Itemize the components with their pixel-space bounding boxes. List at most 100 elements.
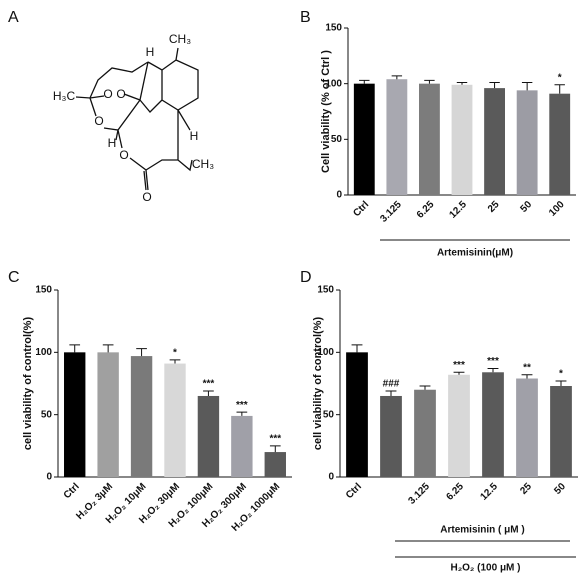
y-axis-label: Cell viability (% of Ctrl ) bbox=[320, 50, 332, 173]
y-tick-label: 50 bbox=[41, 409, 53, 420]
bar bbox=[130, 356, 153, 477]
error-bar bbox=[456, 82, 468, 85]
bar bbox=[448, 374, 470, 477]
atom: H bbox=[190, 129, 199, 143]
x-tick-label: 3.125 bbox=[407, 481, 433, 507]
significance: *** bbox=[453, 360, 465, 371]
x-tick-label: 50 bbox=[518, 199, 534, 215]
bar bbox=[64, 352, 86, 477]
bar bbox=[549, 93, 571, 195]
y-tick-label: 0 bbox=[328, 472, 334, 483]
error-bar bbox=[351, 344, 363, 353]
error-bar bbox=[203, 390, 214, 396]
panel-label: D bbox=[300, 269, 312, 286]
y-tick-label: 50 bbox=[323, 409, 335, 420]
bar bbox=[550, 385, 572, 477]
significance: * bbox=[558, 72, 562, 83]
error-bar bbox=[269, 445, 281, 453]
y-tick-label: 150 bbox=[35, 285, 52, 296]
significance: *** bbox=[203, 379, 215, 390]
x-tick-label: 50 bbox=[552, 481, 568, 497]
x-tick-label: Ctrl bbox=[62, 481, 82, 501]
bar bbox=[516, 378, 538, 477]
significance: *** bbox=[487, 356, 499, 367]
atom: O bbox=[116, 87, 125, 101]
atom: O bbox=[103, 87, 112, 101]
bar bbox=[386, 79, 408, 195]
significance: *** bbox=[269, 433, 281, 444]
error-bar bbox=[555, 380, 567, 386]
error-bar bbox=[385, 390, 397, 396]
significance: *** bbox=[236, 400, 248, 411]
bar bbox=[164, 363, 186, 477]
error-bar bbox=[489, 82, 500, 89]
error-bar bbox=[487, 368, 499, 373]
x-tick-label: Ctrl bbox=[344, 481, 364, 501]
x-tick-label: 100 bbox=[547, 199, 567, 219]
error-bar bbox=[359, 79, 370, 84]
bar bbox=[197, 395, 220, 477]
panel-label: C bbox=[8, 269, 20, 286]
significance: * bbox=[559, 369, 563, 380]
y-axis-label: cell viability of control(%) bbox=[312, 317, 324, 451]
panel-label: B bbox=[300, 9, 311, 26]
x-tick-label: Ctrl bbox=[351, 199, 371, 219]
bar bbox=[346, 352, 368, 477]
error-bar bbox=[521, 82, 533, 91]
y-axis-label: cell viability of control(%) bbox=[22, 317, 34, 451]
significance: ### bbox=[383, 379, 400, 390]
error-bar bbox=[453, 371, 465, 375]
chart: D 0 50 100 150 cell viability of control(%) Ct… bbox=[300, 269, 578, 574]
error-bar bbox=[391, 75, 403, 80]
error-bar bbox=[554, 84, 565, 94]
error-bar bbox=[236, 411, 248, 416]
bar bbox=[414, 389, 436, 477]
x-tick-label: 6.25 bbox=[415, 199, 437, 221]
y-tick-label: 0 bbox=[336, 190, 342, 201]
bar bbox=[516, 90, 538, 195]
y-tick-label: 100 bbox=[35, 347, 52, 358]
bonds bbox=[75, 47, 199, 191]
error-bar bbox=[521, 374, 533, 379]
atom: CH₃ bbox=[192, 157, 214, 171]
y-tick-label: 150 bbox=[325, 23, 342, 34]
bar bbox=[484, 88, 505, 195]
error-bar bbox=[69, 344, 81, 353]
bar bbox=[419, 83, 440, 195]
error-bar bbox=[102, 344, 114, 353]
significance: * bbox=[173, 347, 177, 358]
atom: O bbox=[119, 148, 128, 162]
y-tick-label: 100 bbox=[317, 347, 334, 358]
x-tick-label: 25 bbox=[518, 481, 534, 497]
error-bar bbox=[169, 359, 181, 364]
error-bar bbox=[424, 79, 435, 84]
atom: H bbox=[146, 45, 155, 59]
y-tick-label: 100 bbox=[325, 78, 342, 89]
chart: B 0 50 100 150 Cell viability (% of Ctrl ) Ctr… bbox=[300, 9, 576, 259]
significance: ** bbox=[523, 362, 531, 373]
x-tick-label: 6.25 bbox=[444, 481, 466, 503]
group-label: H₂O₂ (100 μM ) bbox=[450, 563, 520, 574]
bar bbox=[482, 372, 504, 477]
atom: H bbox=[108, 136, 117, 150]
bar bbox=[97, 352, 119, 477]
x-tick-label: 12.5 bbox=[447, 199, 469, 221]
group-label: Artemisinin ( μM ) bbox=[440, 525, 524, 536]
structure: A H CH₃ H₃C O O O H O H CH₃ O bbox=[8, 9, 214, 204]
y-tick-label: 150 bbox=[317, 285, 334, 296]
x-tick-label: 12.5 bbox=[478, 481, 500, 503]
atom: O bbox=[142, 190, 151, 204]
error-bar bbox=[419, 385, 431, 390]
atom: H₃C bbox=[53, 89, 76, 103]
x-tick-label: 25 bbox=[486, 199, 502, 215]
bar bbox=[353, 83, 375, 195]
error-bar bbox=[136, 348, 147, 357]
atom: CH₃ bbox=[169, 32, 191, 46]
y-tick-label: 0 bbox=[46, 472, 52, 483]
bar bbox=[231, 415, 253, 477]
group-label: Artemisinin(μM) bbox=[437, 248, 513, 259]
chart: C 0 50 100 150 cell viability of control(%) Ct… bbox=[8, 269, 292, 534]
atom: O bbox=[94, 114, 103, 128]
x-tick-label: 3.125 bbox=[378, 199, 404, 225]
